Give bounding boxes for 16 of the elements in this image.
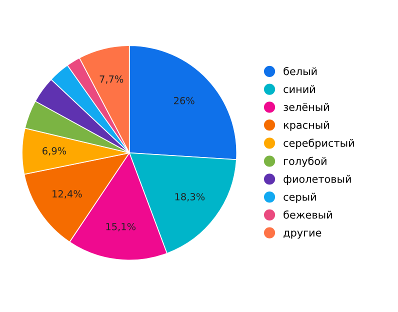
data-label: 26% [174, 96, 194, 104]
legend-label: серый [284, 192, 316, 203]
legend-label: фиолетовый [284, 174, 351, 185]
legend-label: голубой [284, 156, 326, 168]
legend-label: синий [284, 85, 315, 94]
legend-label: зелёный [284, 102, 329, 111]
legend-label: бежевый [284, 210, 332, 219]
data-label: 12,4% [52, 190, 82, 199]
data-label: 18,3% [175, 193, 205, 202]
legend-label: другие [284, 230, 322, 239]
legend-label: серебристый [284, 138, 354, 149]
legend-label: белый [284, 66, 317, 76]
data-label: 7,7% [100, 75, 124, 84]
data-label: 6,9% [42, 147, 66, 156]
legend-label: красный [284, 120, 329, 131]
data-label: 15,1% [106, 222, 136, 232]
